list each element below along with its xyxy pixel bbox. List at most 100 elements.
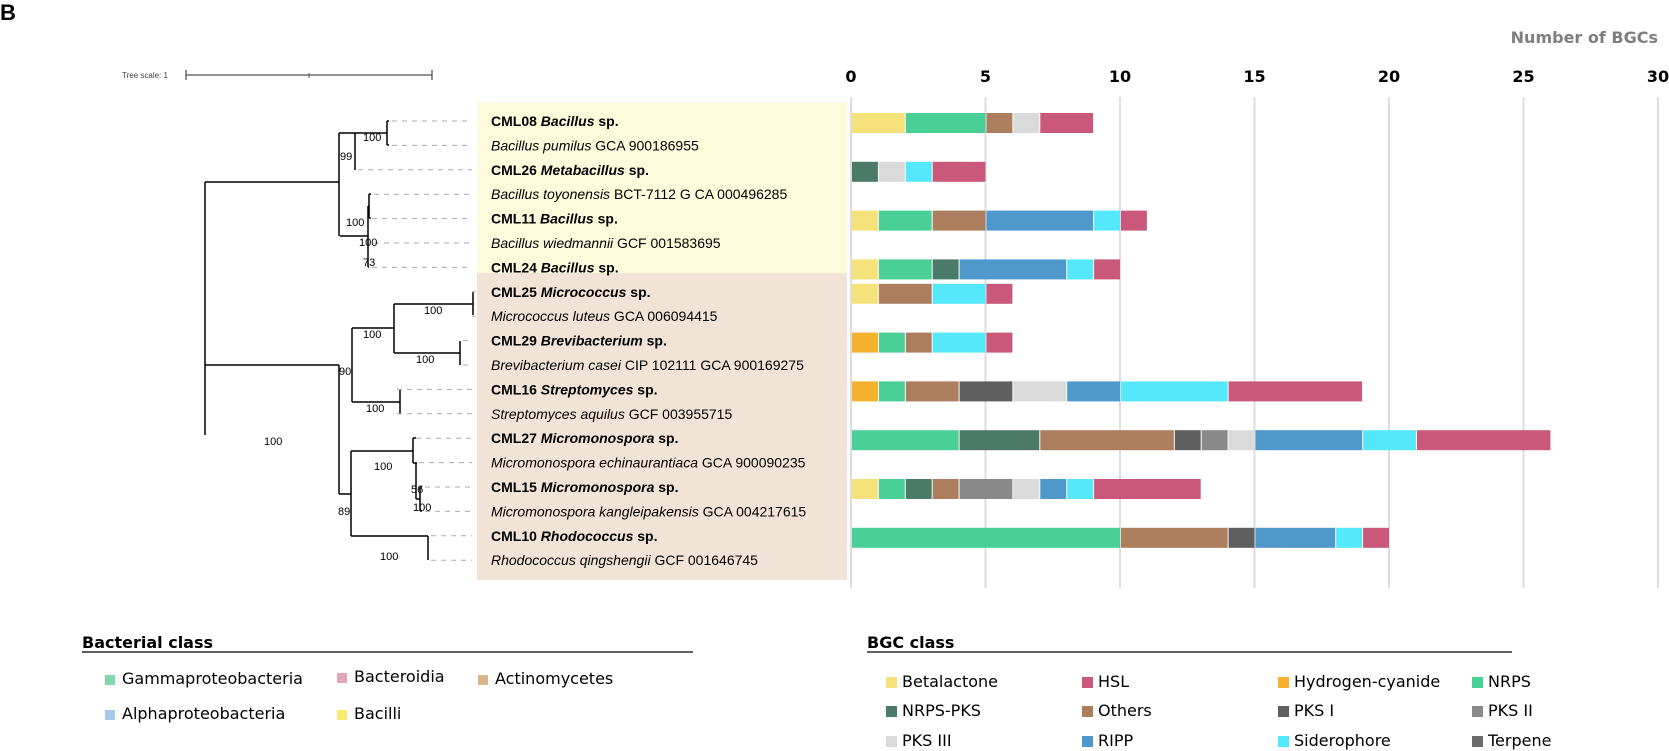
bar-segment-siderophore [932, 332, 986, 353]
bar-segment-hsl [932, 161, 986, 182]
bacterial-class-legend-title: Bacterial class [82, 633, 213, 652]
bootstrap-label: 100 [366, 403, 384, 415]
legend-label: Actinomycetes [495, 669, 613, 688]
bootstrap-label: 90 [339, 366, 351, 378]
bar-segment-pks-iii [1013, 479, 1040, 499]
bgc-class-legend: BGC class Betalactone HSL Hydrogen-cyanide… [867, 633, 1551, 750]
bar-segment-hsl [1040, 113, 1094, 133]
bar-segment-nrps-pks [852, 161, 878, 182]
bootstrap-label: 100 [346, 217, 364, 229]
taxon-label: CML10 Rhodococcus sp. [491, 528, 658, 544]
bar-segment-nrps [878, 210, 932, 231]
bar-segment-siderophore [932, 283, 986, 304]
taxon-label: CML16 Streptomyces sp. [491, 381, 658, 397]
bar-segment-ripp [1255, 527, 1336, 548]
legend-label: Bacteroidia [354, 667, 445, 686]
taxon-label: CML15 Micromonospora sp. [491, 479, 679, 495]
bar-CML26 [852, 161, 986, 182]
taxon-label: CML26 Metabacillus sp. [491, 162, 649, 178]
bootstrap-label: 100 [416, 354, 434, 366]
taxon-label: Bacillus pumilus GCA 900186955 [491, 137, 699, 153]
bar-segment-pks-iii [1013, 381, 1067, 402]
bootstrap-label: 56 [411, 484, 423, 496]
bar-segment-betalactone [852, 259, 878, 280]
bar-segment-others [932, 210, 986, 231]
bar-segment-hydrogen-cyanide [852, 381, 878, 402]
bootstrap-label: 100 [424, 305, 442, 317]
bar-segment-ripp [1040, 479, 1067, 499]
bar-segment-siderophore [1363, 430, 1416, 451]
bar-segment-ripp [959, 259, 1067, 280]
taxon-label: CML27 Micromonospora sp. [491, 430, 679, 446]
bar-segment-pks-iii [878, 161, 905, 182]
bar-segment-betalactone [852, 113, 905, 133]
taxon-label: Brevibacterium casei CIP 102111 GCA 9001… [491, 357, 804, 373]
bootstrap-label: 100 [264, 436, 282, 448]
bar-CML25 [852, 283, 1013, 304]
legend-label: NRPS-PKS [902, 701, 981, 720]
panel-label: B [0, 0, 16, 25]
bar-segment-siderophore [1094, 210, 1120, 231]
legend-swatch [337, 710, 347, 720]
bar-segment-pks-i [959, 381, 1013, 402]
bar-segment-betalactone [852, 210, 878, 231]
bar-segment-nrps-pks [932, 259, 959, 280]
bar-segment-others [1121, 527, 1228, 548]
legend-label: PKS III [902, 731, 952, 750]
bar-segment-ripp [1255, 430, 1363, 451]
taxon-label: Rhodococcus qingshengii GCF 001646745 [491, 552, 758, 568]
taxon-label: Micromonospora echinaurantiaca GCA 90009… [491, 455, 806, 471]
legend-swatch [1278, 736, 1289, 747]
bar-segment-nrps [905, 113, 986, 133]
legend-label: PKS II [1488, 701, 1533, 720]
legend-swatch [337, 673, 347, 683]
legend-label: Others [1098, 701, 1152, 720]
x-tick-label: 25 [1512, 67, 1534, 86]
legend-label: Betalactone [902, 672, 998, 691]
legend-swatch [1082, 736, 1093, 747]
bar-segment-betalactone [852, 283, 878, 304]
bar-segment-ripp [1067, 381, 1120, 402]
leaf-connectors [358, 120, 476, 561]
bar-segment-siderophore [1067, 479, 1094, 499]
bar-segment-siderophore [1067, 259, 1094, 280]
legend-swatch [886, 677, 897, 688]
bar-segment-nrps [878, 479, 905, 499]
legend-label: Siderophore [1294, 731, 1391, 750]
bootstrap-label: 100 [359, 237, 377, 249]
bar-segment-nrps [878, 381, 905, 402]
bar-segment-nrps [852, 430, 959, 451]
x-tick-label: 15 [1243, 67, 1265, 86]
bootstrap-label: 100 [363, 132, 381, 144]
bar-segment-hsl [986, 332, 1013, 353]
bar-CML08 [852, 113, 1094, 133]
taxon-label: CML29 Brevibacterium sp. [491, 333, 667, 349]
chart-x-ticks: 0 5 10 15 20 25 30 [845, 67, 1669, 86]
x-tick-label: 5 [980, 67, 991, 86]
legend-swatch [1278, 706, 1289, 717]
taxon-labels: CML08 Bacillus sp. Bacillus pumilus GCA 9… [491, 113, 806, 568]
bar-segment-pks-i [1228, 527, 1255, 548]
bar-CML15 [852, 479, 1201, 499]
bar-segment-hydrogen-cyanide [852, 332, 878, 353]
legend-swatch [1082, 706, 1093, 717]
bootstrap-values: 100 99 100 100 73 100 100 100 90 100 100… [264, 132, 442, 563]
chart-title: Number of BGCs [1511, 28, 1658, 47]
x-tick-label: 0 [845, 67, 856, 86]
bar-segment-others [905, 332, 932, 353]
bar-segment-siderophore [1336, 527, 1363, 548]
bar-segment-others [932, 479, 959, 499]
legend-label: PKS I [1294, 701, 1334, 720]
bar-segment-pks-iii [1228, 430, 1255, 451]
bar-segment-nrps [852, 527, 1120, 548]
bar-CML11 [852, 210, 1147, 231]
bar-segment-others [905, 381, 959, 402]
bar-segment-pks-ii [959, 479, 1013, 499]
bootstrap-label: 100 [363, 329, 381, 341]
bar-segment-hsl [986, 283, 1013, 304]
bar-segment-hsl [1094, 479, 1201, 499]
actinomycetes-shading [477, 273, 847, 580]
taxon-label: Micrococcus luteus GCA 006094415 [491, 308, 718, 324]
legend-label: Terpene [1487, 731, 1551, 750]
